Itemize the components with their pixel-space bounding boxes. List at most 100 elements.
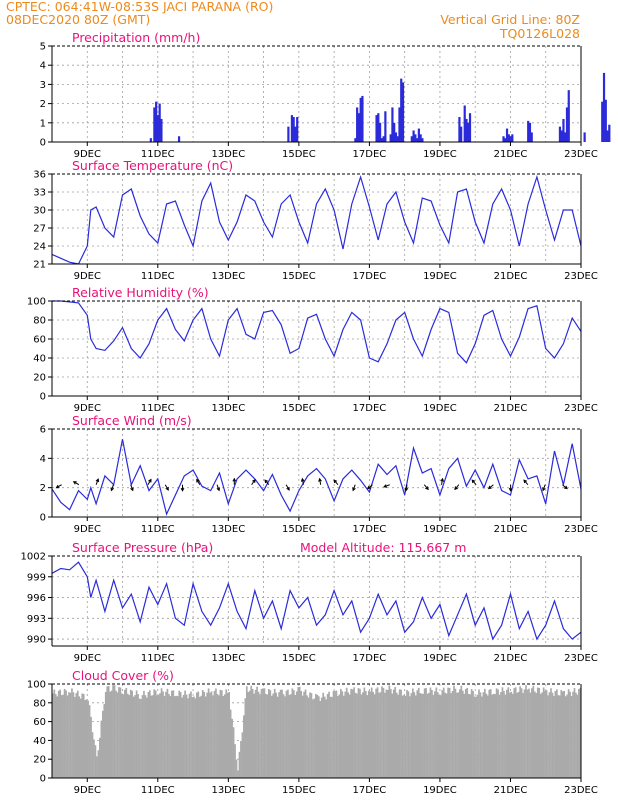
cloud-bar [134,695,136,778]
cloud-bar [384,692,386,778]
wind-arrow-head [404,487,409,492]
cloud-bar [363,687,366,778]
cloud-bar [573,688,576,778]
y-tick-label: 80 [33,698,46,709]
cloud-bar [564,696,567,778]
cloud-bar [533,691,536,778]
series-line-4 [51,561,582,641]
wind-arrow-head [148,478,152,483]
cloud-bar [566,694,568,778]
precip-bar [357,113,361,142]
cloud-bar [71,688,73,778]
precip-bar [604,99,607,142]
precip-bar [149,138,152,142]
cloud-bar [81,693,84,778]
precip-bar [528,122,532,142]
y-tick-label: 0 [40,138,46,149]
cloud-bar [456,692,458,778]
header-right1: Vertical Grid Line: 80Z [440,12,580,27]
cloud-bar [425,688,427,778]
cloud-bar [190,691,192,778]
cloud-bar [173,696,176,778]
cloud-bar [329,696,332,778]
y-tick-label: 993 [27,614,46,625]
cloud-bar [342,695,345,778]
cloud-bar [398,689,401,778]
x-tick-label: 23DEC [564,524,598,535]
cloud-bar [315,693,317,778]
cloud-bar [520,688,523,778]
cloud-bar [82,693,85,778]
cloud-bar [486,695,489,778]
x-tick-label: 19DEC [423,785,457,796]
wind-arrow-head [523,479,528,484]
cloud-bar [178,690,181,778]
x-tick-label: 23DEC [564,653,598,664]
cloud-bar [567,689,570,778]
cloud-bar [182,695,185,778]
cloud-bar [159,693,161,778]
cloud-bar [517,691,520,778]
cloud-bar [266,694,269,778]
cloud-bar [63,688,66,778]
precip-bar [565,107,569,142]
cloud-bar [101,710,104,778]
cloud-bar [106,686,109,778]
wind-arrow-head [487,485,492,490]
x-tick-label: 19DEC [423,653,457,664]
cloud-bar [476,694,479,778]
cloud-bar [176,696,179,778]
cloud-bar [504,694,507,778]
cloud-bar [53,689,56,778]
cloud-bar [193,696,195,778]
cloud-bar [535,692,538,778]
cloud-bar [275,692,278,778]
precip-bar [389,134,392,142]
cloud-bar [569,691,571,778]
precip-bar [354,138,357,142]
cloud-bar [232,727,235,778]
precip-bar [560,130,563,142]
cloud-bar [297,687,300,778]
cloud-bar [290,694,292,778]
cloud-bar [156,695,158,778]
x-tick-label: 9DEC [74,653,101,664]
cloud-bar [144,695,147,778]
cloud-bar [259,694,261,778]
x-tick-label: 13DEC [211,403,245,414]
cloud-bar [431,690,433,778]
y-tick-label: 40 [33,354,46,365]
cloud-bar [482,692,485,778]
cloud-bar [429,687,432,778]
cloud-bar [137,694,139,778]
cloud-bar [215,688,217,778]
y-tick-label: 27 [33,224,46,235]
y-tick-label: 2 [40,483,46,494]
cloud-bar [284,696,286,778]
cloud-bar [122,694,125,778]
x-tick-label: 17DEC [353,785,387,796]
cloud-bar [54,694,57,778]
cloud-bar [115,690,117,778]
precip-bar [377,113,380,142]
cloud-bar [348,694,351,778]
cloud-bar [184,690,186,778]
cloud-bar [469,694,471,778]
cloud-bar [519,686,521,778]
cloud-bar [492,693,495,778]
x-tick-label: 9DEC [74,785,101,796]
x-tick-label: 15DEC [282,149,316,160]
cloud-bar [213,690,216,778]
cloud-bar [251,688,254,778]
cloud-bar [143,690,145,778]
precip-bar [511,134,514,142]
cloud-bar [389,689,392,778]
cloud-bar [309,692,311,778]
precip-bar [296,117,299,142]
y-tick-label: 60 [33,335,46,346]
cloud-bar [209,692,211,778]
cloud-bar [84,700,86,778]
cloud-bar [579,687,582,778]
cloud-bar [316,694,319,778]
y-tick-label: 60 [33,717,46,728]
